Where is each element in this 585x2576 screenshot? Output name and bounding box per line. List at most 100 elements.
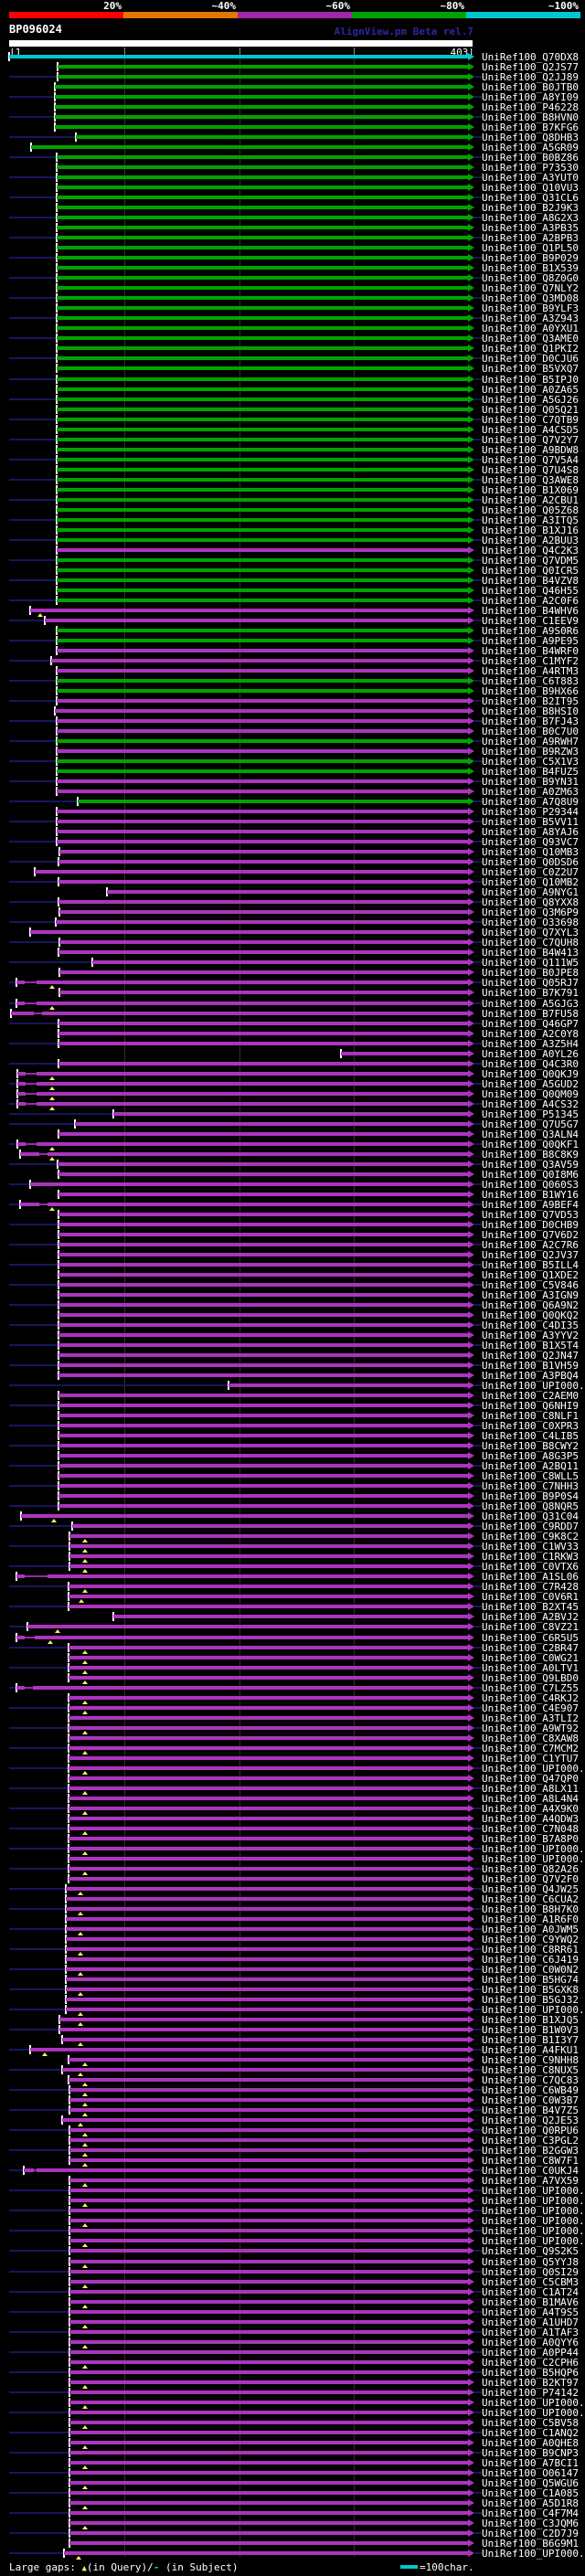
hit-label[interactable]: UniRef100_A3ITQ5 [482, 514, 579, 526]
hit-row[interactable]: UniRef100_A8YAJ6 [0, 827, 585, 837]
hit-row[interactable]: UniRef100_A2C7R6 [0, 1240, 585, 1250]
hit-label[interactable]: UniRef100_B9YN31 [482, 776, 579, 788]
hit-label[interactable]: UniRef100_C0W0N2 [482, 1964, 579, 1976]
hit-label[interactable]: UniRef100_A8LX11 [482, 1783, 579, 1795]
hit-label[interactable]: UniRef100_A7BCI1 [482, 2457, 579, 2469]
hit-row[interactable]: UniRef100_Q3AV59 [0, 1160, 585, 1170]
hit-label[interactable]: UniRef100_A9NYG1 [482, 886, 579, 898]
hit-row[interactable]: UniRef100_C7MCM2 [0, 1744, 585, 1754]
hit-row[interactable]: UniRef100_P74142 [0, 2388, 585, 2398]
hit-row[interactable]: UniRef100_B4W413 [0, 948, 585, 958]
hit-label[interactable]: UniRef100_B5ILL4 [482, 1259, 579, 1271]
hit-label[interactable]: UniRef100_A2BPB3 [482, 232, 579, 244]
hit-row[interactable]: UniRef100_A9WT92 [0, 1723, 585, 1734]
hit-label[interactable]: UniRef100_B5HG74 [482, 1974, 579, 1986]
hit-label[interactable]: UniRef100_C2CPH6 [482, 2357, 579, 2369]
hit-label[interactable]: UniRef100_B4VZV8 [482, 575, 579, 587]
hit-label[interactable]: UniRef100_A8YI09 [482, 91, 579, 103]
hit-row[interactable]: UniRef100_C1EEV9 [0, 616, 585, 626]
hit-label[interactable]: UniRef100_B5VV11 [482, 816, 579, 828]
hit-row[interactable]: UniRef100_O33698 [0, 917, 585, 928]
hit-row[interactable]: UniRef100_Q0QKQ2 [0, 1310, 585, 1320]
hit-label[interactable]: UniRef100_UPI000.. [482, 2548, 585, 2560]
hit-label[interactable]: UniRef100_B7FU58 [482, 1008, 579, 1020]
hit-row[interactable]: UniRef100_Q4C2K3 [0, 546, 585, 556]
hit-row[interactable]: UniRef100_C6T883 [0, 676, 585, 686]
hit-label[interactable]: UniRef100_Q1PKI2 [482, 343, 579, 355]
hit-label[interactable]: UniRef100_C0Z2U7 [482, 866, 579, 878]
hit-label[interactable]: UniRef100_B8HVN0 [482, 111, 579, 123]
hit-label[interactable]: UniRef100_B1MAV6 [482, 2296, 579, 2308]
hit-label[interactable]: UniRef100_UPI000.. [482, 2225, 585, 2237]
hit-label[interactable]: UniRef100_C6J419 [482, 1954, 579, 1966]
hit-label[interactable]: UniRef100_Q7U5G7 [482, 1118, 579, 1130]
hit-row[interactable]: UniRef100_A0ZM63 [0, 787, 585, 797]
hit-label[interactable]: UniRef100_C7QUH8 [482, 937, 579, 949]
hit-row[interactable]: UniRef100_Q4C3R0 [0, 1059, 585, 1069]
hit-row[interactable]: UniRef100_B4WRF0 [0, 646, 585, 656]
hit-label[interactable]: UniRef100_Q05Q21 [482, 404, 579, 416]
hit-row[interactable]: UniRef100_A3YYV2 [0, 1330, 585, 1341]
hit-label[interactable]: UniRef100_C7MCM2 [482, 1743, 579, 1754]
hit-row[interactable]: UniRef100_Q0ICR5 [0, 566, 585, 576]
hit-row[interactable]: UniRef100_A9BDW8 [0, 445, 585, 455]
hit-row[interactable]: UniRef100_Q111W5 [0, 958, 585, 968]
hit-label[interactable]: UniRef100_D0CJU6 [482, 353, 579, 365]
hit-label[interactable]: UniRef100_Q7XYL3 [482, 927, 579, 938]
hit-label[interactable]: UniRef100_C4DI35 [482, 1320, 579, 1331]
hit-label[interactable]: UniRef100_B8C8K9 [482, 1149, 579, 1161]
hit-label[interactable]: UniRef100_Q9LBD0 [482, 1672, 579, 1684]
hit-row[interactable]: UniRef100_Q10MB3 [0, 847, 585, 857]
hit-label[interactable]: UniRef100_A4CSD5 [482, 424, 579, 436]
hit-row[interactable]: UniRef100_B9HX66 [0, 686, 585, 696]
hit-row[interactable]: UniRef100_A4CS32 [0, 1099, 585, 1110]
hit-row[interactable]: UniRef100_A3PBQ4 [0, 1371, 585, 1381]
hit-label[interactable]: UniRef100_Q0QKJ9 [482, 1068, 579, 1080]
hit-row[interactable]: UniRef100_B4FUZ5 [0, 767, 585, 777]
hit-row[interactable]: UniRef100_B1XJQ5 [0, 2015, 585, 2026]
hit-row[interactable]: UniRef100_C2CPH6 [0, 2357, 585, 2369]
hit-row[interactable]: UniRef100_D0CJU6 [0, 354, 585, 364]
hit-row[interactable]: UniRef100_B9P0S4 [0, 1491, 585, 1501]
hit-label[interactable]: UniRef100_B8HSI0 [482, 705, 579, 717]
hit-row[interactable]: UniRef100_Q05Q21 [0, 405, 585, 415]
hit-label[interactable]: UniRef100_A2C7R6 [482, 1239, 579, 1251]
hit-row[interactable]: UniRef100_C1MYF2 [0, 656, 585, 666]
hit-row[interactable]: UniRef100_A8YI09 [0, 92, 585, 102]
hit-row[interactable]: UniRef100_B7K791 [0, 988, 585, 998]
hit-row[interactable]: UniRef100_C0UKJ4 [0, 2166, 585, 2176]
hit-row[interactable]: UniRef100_C7NHH3 [0, 1481, 585, 1491]
hit-row[interactable]: UniRef100_UPI000.. [0, 2398, 585, 2409]
hit-row[interactable]: UniRef100_A7VX59 [0, 2176, 585, 2187]
hit-row[interactable]: UniRef100_C4E907 [0, 1703, 585, 1714]
hit-row[interactable]: UniRef100_B9YLF3 [0, 303, 585, 313]
hit-label[interactable]: UniRef100_A3YUT0 [482, 172, 579, 184]
hit-label[interactable]: UniRef100_B1X539 [482, 262, 579, 274]
hit-row[interactable]: UniRef100_B5VXQ7 [0, 364, 585, 374]
hit-label[interactable]: UniRef100_B8CWY2 [482, 1440, 579, 1452]
hit-label[interactable]: UniRef100_A3IGN9 [482, 1289, 579, 1301]
hit-row[interactable]: UniRef100_Q31CL6 [0, 193, 585, 203]
hit-label[interactable]: UniRef100_Q4C3R0 [482, 1058, 579, 1070]
hit-row[interactable]: UniRef100_B1MAV6 [0, 2296, 585, 2308]
hit-row[interactable]: UniRef100_A2BVJ2 [0, 1612, 585, 1622]
hit-label[interactable]: UniRef100_Q6A9N2 [482, 1299, 579, 1311]
hit-row[interactable]: UniRef100_B4V7Z5 [0, 2105, 585, 2116]
hit-label[interactable]: UniRef100_A8G3P5 [482, 1450, 579, 1462]
hit-row[interactable]: UniRef100_C0XPR3 [0, 1421, 585, 1431]
hit-label[interactable]: UniRef100_A2BVJ2 [482, 1611, 579, 1623]
hit-row[interactable]: UniRef100_C8W7F1 [0, 2156, 585, 2167]
hit-row[interactable]: UniRef100_C0VTX6 [0, 1562, 585, 1573]
hit-row[interactable]: UniRef100_UPI000.. [0, 2196, 585, 2207]
hit-label[interactable]: UniRef100_A3Z5H4 [482, 1038, 579, 1050]
hit-label[interactable]: UniRef100_Q3AV59 [482, 1159, 579, 1171]
hit-row[interactable]: UniRef100_B5HQP6 [0, 2368, 585, 2378]
hit-label[interactable]: UniRef100_B9HX66 [482, 685, 579, 697]
hit-label[interactable]: UniRef100_A4FKU1 [482, 2044, 579, 2056]
hit-row[interactable]: UniRef100_B8HSI0 [0, 706, 585, 716]
hit-label[interactable]: UniRef100_A8L4N4 [482, 1793, 579, 1805]
hit-row[interactable]: UniRef100_C7R428 [0, 1582, 585, 1593]
hit-label[interactable]: UniRef100_B1I3Y7 [482, 2034, 579, 2046]
hit-label[interactable]: UniRef100_C4LIB5 [482, 1430, 579, 1442]
hit-row[interactable]: UniRef100_C6R5U5 [0, 1633, 585, 1644]
